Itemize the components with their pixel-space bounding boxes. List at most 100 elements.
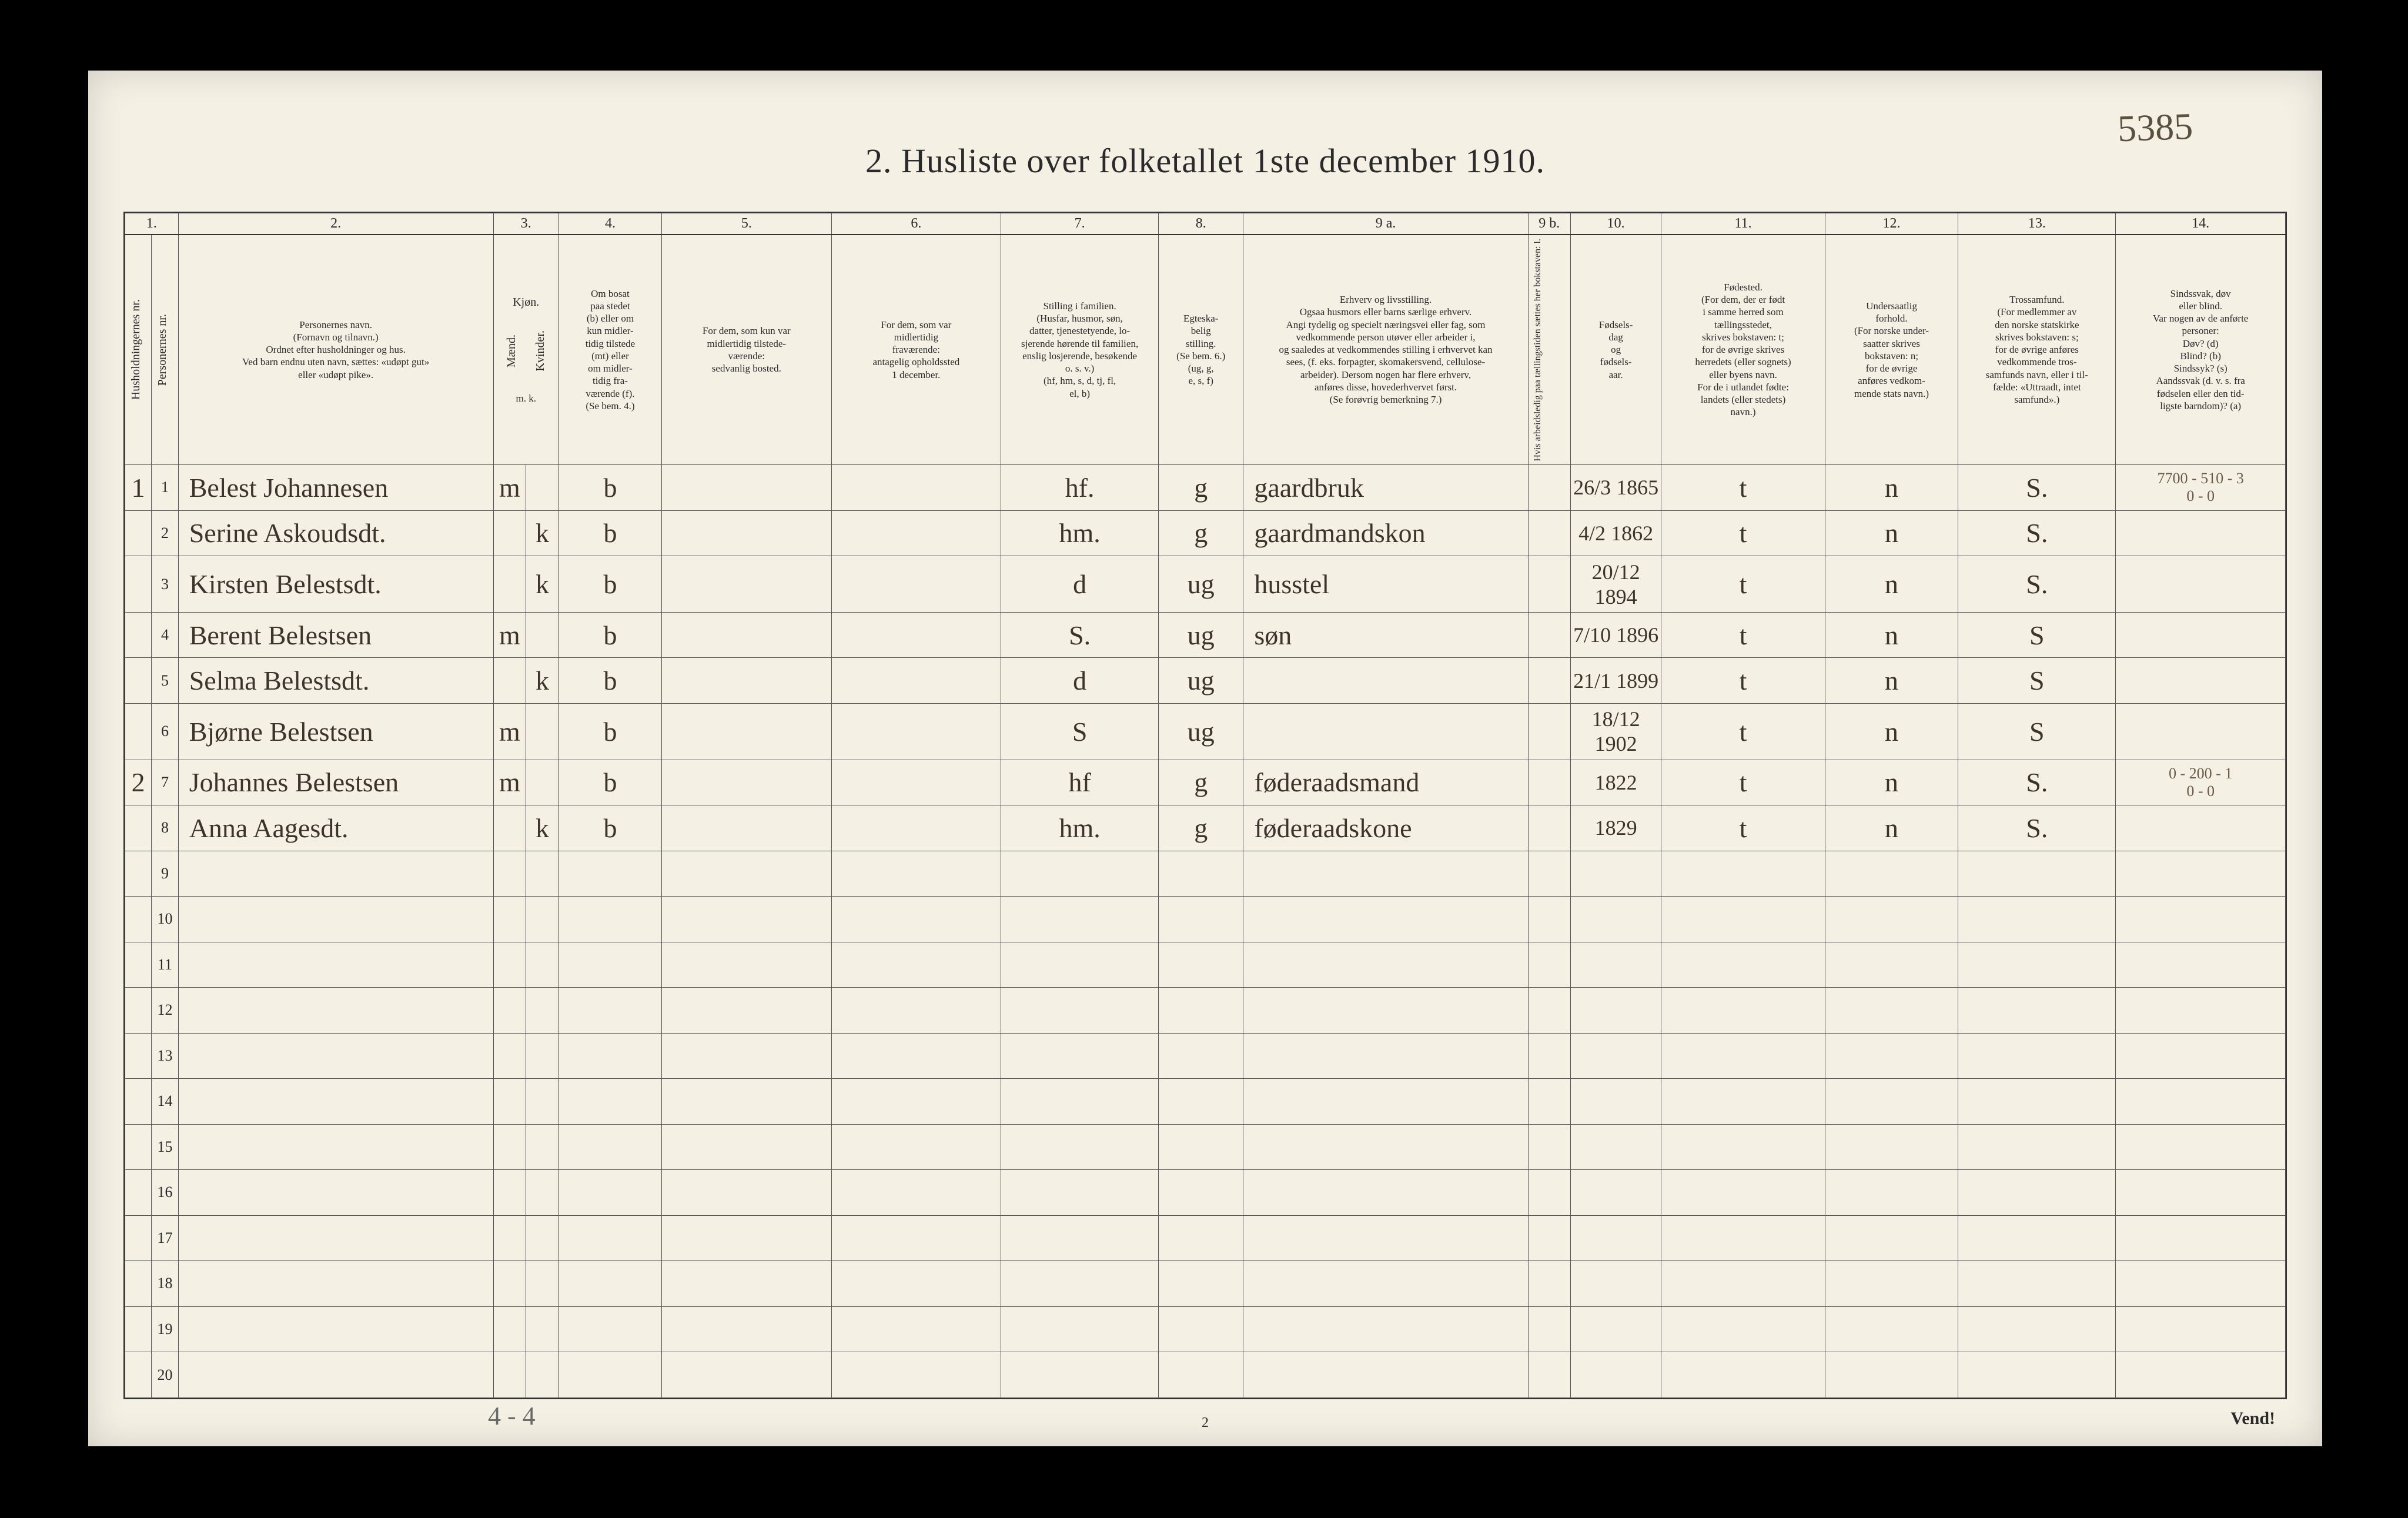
cell-empty: [1243, 1033, 1528, 1079]
cell-residence: b: [558, 805, 661, 851]
cell-empty: [1159, 988, 1243, 1034]
cell-disability-note: [2116, 658, 2286, 704]
cell-person-nr: 17: [152, 1215, 178, 1261]
table-row-empty: 16: [125, 1170, 2286, 1216]
cell-empty: [493, 897, 526, 942]
cell-unemployed: [1528, 760, 1570, 805]
cell-empty: [493, 1079, 526, 1125]
cell-empty: [1570, 988, 1661, 1034]
cell-empty: [2116, 1261, 2286, 1307]
cell-religion: S: [1958, 658, 2116, 704]
cell-empty: [1001, 1124, 1159, 1170]
cell-sex-m: [493, 805, 526, 851]
cell-family-position: hm.: [1001, 510, 1159, 556]
cell-empty: [1243, 942, 1528, 988]
cell-empty: [1528, 1033, 1570, 1079]
cell-empty: [493, 851, 526, 897]
cell-sex-k: k: [526, 805, 559, 851]
cell-person-nr: 6: [152, 703, 178, 760]
cell-empty: [1825, 897, 1958, 942]
cell-sex-k: [526, 465, 559, 511]
cell-person-nr: 16: [152, 1170, 178, 1216]
cell-empty: [178, 1079, 493, 1125]
cell-empty: [2116, 897, 2286, 942]
table-row: 6Bjørne BelestsenmbSug18/12 1902tnS: [125, 703, 2286, 760]
cell-birthdate: 20/12 1894: [1570, 556, 1661, 613]
cell-empty: [831, 897, 1001, 942]
page-title: 2. Husliste over folketallet 1ste decemb…: [88, 71, 2322, 198]
cell-empty: [1958, 1215, 2116, 1261]
cell-empty: [1243, 1306, 1528, 1352]
cell-empty: [1159, 1033, 1243, 1079]
cell-empty: [493, 1033, 526, 1079]
cell-empty: [1243, 1124, 1528, 1170]
cell-unemployed: [1528, 556, 1570, 613]
header-marital: Egteska- belig stilling. (Se bem. 6.) (u…: [1159, 235, 1243, 465]
cell-family-position: hf: [1001, 760, 1159, 805]
cell-religion: S.: [1958, 556, 2116, 613]
cell-empty: [1825, 1352, 1958, 1398]
cell-name: Johannes Belestsen: [178, 760, 493, 805]
header-temp-present: For dem, som kun var midlertidig tilsted…: [662, 235, 832, 465]
cell-disability-note: [2116, 805, 2286, 851]
cell-birthdate: 26/3 1865: [1570, 465, 1661, 511]
cell-unemployed: [1528, 805, 1570, 851]
cell-empty: [1159, 897, 1243, 942]
cell-empty: [1001, 988, 1159, 1034]
cell-temp-present: [662, 556, 832, 613]
cell-birthdate: 1822: [1570, 760, 1661, 805]
cell-occupation: [1243, 703, 1528, 760]
cell-empty: [178, 1124, 493, 1170]
cell-empty: [662, 1352, 832, 1398]
cell-household-nr: [125, 1170, 152, 1216]
cell-unemployed: [1528, 703, 1570, 760]
colnum-1: 1.: [125, 213, 179, 235]
cell-empty: [2116, 1079, 2286, 1125]
table-row: 11Belest Johannesenmbhf.ggaardbruk26/3 1…: [125, 465, 2286, 511]
cell-person-nr: 8: [152, 805, 178, 851]
cell-occupation: [1243, 658, 1528, 704]
cell-empty: [1570, 1079, 1661, 1125]
cell-empty: [1661, 1215, 1825, 1261]
cell-empty: [1661, 1079, 1825, 1125]
cell-empty: [831, 1352, 1001, 1398]
cell-empty: [1001, 851, 1159, 897]
colnum-2: 2.: [178, 213, 493, 235]
cell-empty: [558, 1124, 661, 1170]
table-row-empty: 13: [125, 1033, 2286, 1079]
cell-name: Berent Belestsen: [178, 612, 493, 658]
cell-empty: [1825, 988, 1958, 1034]
table-row-empty: 12: [125, 988, 2286, 1034]
cell-empty: [1958, 988, 2116, 1034]
cell-temp-present: [662, 510, 832, 556]
cell-empty: [1159, 1306, 1243, 1352]
table-row-empty: 17: [125, 1215, 2286, 1261]
cell-temp-present: [662, 658, 832, 704]
cell-sex-m: [493, 510, 526, 556]
table-row-empty: 11: [125, 942, 2286, 988]
cell-residence: b: [558, 760, 661, 805]
cell-name: Anna Aagesdt.: [178, 805, 493, 851]
cell-empty: [493, 1170, 526, 1216]
cell-nationality: n: [1825, 703, 1958, 760]
cell-empty: [1001, 897, 1159, 942]
cell-residence: b: [558, 612, 661, 658]
cell-empty: [662, 942, 832, 988]
cell-empty: [1570, 1124, 1661, 1170]
cell-empty: [178, 1033, 493, 1079]
cell-empty: [1528, 1079, 1570, 1125]
cell-birthplace: t: [1661, 510, 1825, 556]
cell-sex-m: m: [493, 760, 526, 805]
cell-empty: [1958, 851, 2116, 897]
cell-temp-present: [662, 805, 832, 851]
cell-empty: [1661, 1170, 1825, 1216]
cell-birthdate: 1829: [1570, 805, 1661, 851]
cell-empty: [662, 1079, 832, 1125]
cell-birthdate: 21/1 1899: [1570, 658, 1661, 704]
cell-occupation: gaardmandskon: [1243, 510, 1528, 556]
table-row-empty: 19: [125, 1306, 2286, 1352]
cell-unemployed: [1528, 510, 1570, 556]
cell-empty: [1159, 1352, 1243, 1398]
cell-empty: [526, 851, 559, 897]
cell-person-nr: 1: [152, 465, 178, 511]
